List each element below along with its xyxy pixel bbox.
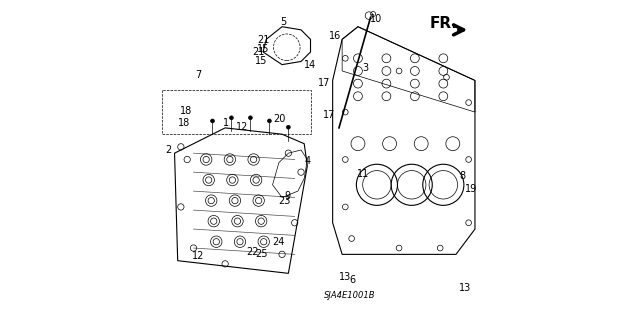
Text: 18: 18	[180, 107, 193, 116]
Text: 3: 3	[362, 63, 368, 73]
Text: 2: 2	[165, 145, 172, 155]
Circle shape	[287, 125, 291, 129]
Text: 17: 17	[323, 110, 335, 120]
Text: 14: 14	[303, 60, 316, 70]
Text: 11: 11	[357, 169, 369, 179]
Text: 22: 22	[246, 247, 259, 257]
Text: 21: 21	[258, 35, 270, 45]
Text: 25: 25	[255, 249, 268, 259]
Text: 20: 20	[273, 114, 285, 124]
Text: 13: 13	[339, 272, 351, 282]
Text: 8: 8	[459, 171, 465, 181]
Text: 10: 10	[370, 14, 382, 24]
Text: 7: 7	[195, 70, 202, 80]
Text: 1: 1	[223, 118, 229, 128]
Text: 6: 6	[349, 275, 355, 285]
Circle shape	[230, 116, 234, 120]
Text: 5: 5	[280, 17, 287, 27]
Text: FR.: FR.	[430, 16, 458, 31]
Text: 13: 13	[459, 283, 472, 293]
Text: 12: 12	[192, 251, 204, 261]
Circle shape	[211, 119, 214, 123]
Text: 9: 9	[284, 191, 291, 201]
Circle shape	[268, 119, 271, 123]
Circle shape	[248, 116, 252, 120]
Text: 23: 23	[278, 196, 291, 206]
Text: 15: 15	[255, 56, 268, 66]
Text: 19: 19	[465, 184, 477, 194]
Text: 15: 15	[257, 44, 269, 55]
Text: 24: 24	[272, 237, 284, 247]
Text: 4: 4	[305, 156, 311, 166]
Text: 18: 18	[179, 117, 191, 128]
Text: 12: 12	[236, 122, 248, 132]
Text: 21: 21	[252, 47, 264, 57]
Text: 17: 17	[318, 78, 330, 88]
Text: SJA4E1001B: SJA4E1001B	[324, 291, 376, 300]
Text: 16: 16	[329, 31, 341, 41]
